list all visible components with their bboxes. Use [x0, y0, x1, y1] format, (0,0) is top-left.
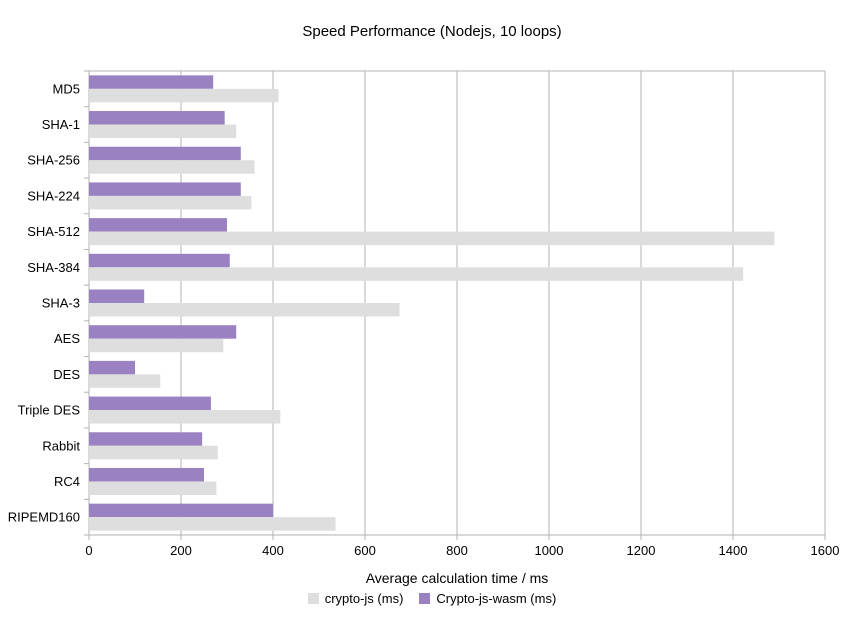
category-label: SHA-256 [27, 153, 80, 168]
bar-crypto-js-wasm [89, 325, 237, 339]
bar-crypto-js-wasm [89, 146, 241, 161]
bar-crypto-js [89, 231, 775, 246]
legend-marker-crypto-js-icon [307, 593, 319, 604]
legend-label-crypto-js-wasm: Crypto-js-wasm (ms) [436, 591, 557, 606]
bar-crypto-js [89, 267, 744, 281]
bar-crypto-js [89, 195, 252, 210]
bar-crypto-js-wasm [89, 396, 211, 411]
category-label: SHA-384 [27, 260, 80, 275]
bar-crypto-js [89, 374, 161, 388]
bar-crypto-js-wasm [89, 111, 225, 125]
bar-crypto-js-wasm [89, 289, 145, 303]
bar-crypto-js-wasm [89, 503, 273, 518]
legend-item-crypto-js-wasm: Crypto-js-wasm (ms) [419, 591, 556, 606]
category-label: DES [53, 367, 80, 382]
bar-crypto-js-wasm [89, 218, 227, 232]
x-tick-label: 400 [262, 543, 284, 558]
bar-crypto-js [89, 88, 279, 103]
legend: crypto-js (ms) Crypto-js-wasm (ms) [0, 591, 864, 606]
bar-crypto-js-wasm [89, 182, 241, 196]
bar-crypto-js-wasm [89, 467, 204, 482]
x-axis-title: Average calculation time / ms [365, 570, 549, 586]
category-label: RC4 [54, 474, 80, 489]
legend-label-crypto-js: crypto-js (ms) [324, 591, 404, 606]
category-label: SHA-1 [42, 117, 80, 132]
category-label: SHA-224 [27, 188, 80, 203]
legend-marker-crypto-js-wasm-icon [419, 593, 431, 604]
bar-crypto-js-wasm [89, 75, 214, 89]
chart-title: Speed Performance (Nodejs, 10 loops) [302, 23, 562, 40]
x-tick-label: 1600 [811, 543, 840, 558]
category-label: Rabbit [42, 438, 80, 453]
category-label: Triple DES [18, 403, 81, 418]
x-tick-label: 800 [446, 543, 468, 558]
x-tick-label: 1000 [535, 543, 564, 558]
category-label: SHA-512 [27, 224, 80, 239]
x-tick-label: 200 [170, 543, 192, 558]
bar-crypto-js-wasm [89, 253, 230, 268]
x-tick-label: 1200 [627, 543, 656, 558]
category-label: AES [54, 331, 80, 346]
bar-crypto-js [89, 124, 237, 139]
bar-crypto-js [89, 517, 336, 531]
x-tick-label: 1400 [719, 543, 748, 558]
bar-crypto-js [89, 410, 281, 424]
legend-item-crypto-js: crypto-js (ms) [307, 591, 404, 606]
bar-crypto-js [89, 481, 217, 495]
category-label: SHA-3 [42, 296, 80, 311]
category-label: RIPEMD160 [8, 510, 80, 525]
bar-crypto-js [89, 160, 255, 174]
x-tick-label: 0 [85, 543, 92, 558]
bar-crypto-js [89, 303, 400, 317]
bar-crypto-js [89, 338, 224, 353]
bar-crypto-js-wasm [89, 432, 203, 446]
category-label: MD5 [53, 81, 80, 96]
bar-crypto-js-wasm [89, 360, 135, 375]
bar-crypto-js [89, 445, 218, 460]
x-tick-label: 600 [354, 543, 376, 558]
